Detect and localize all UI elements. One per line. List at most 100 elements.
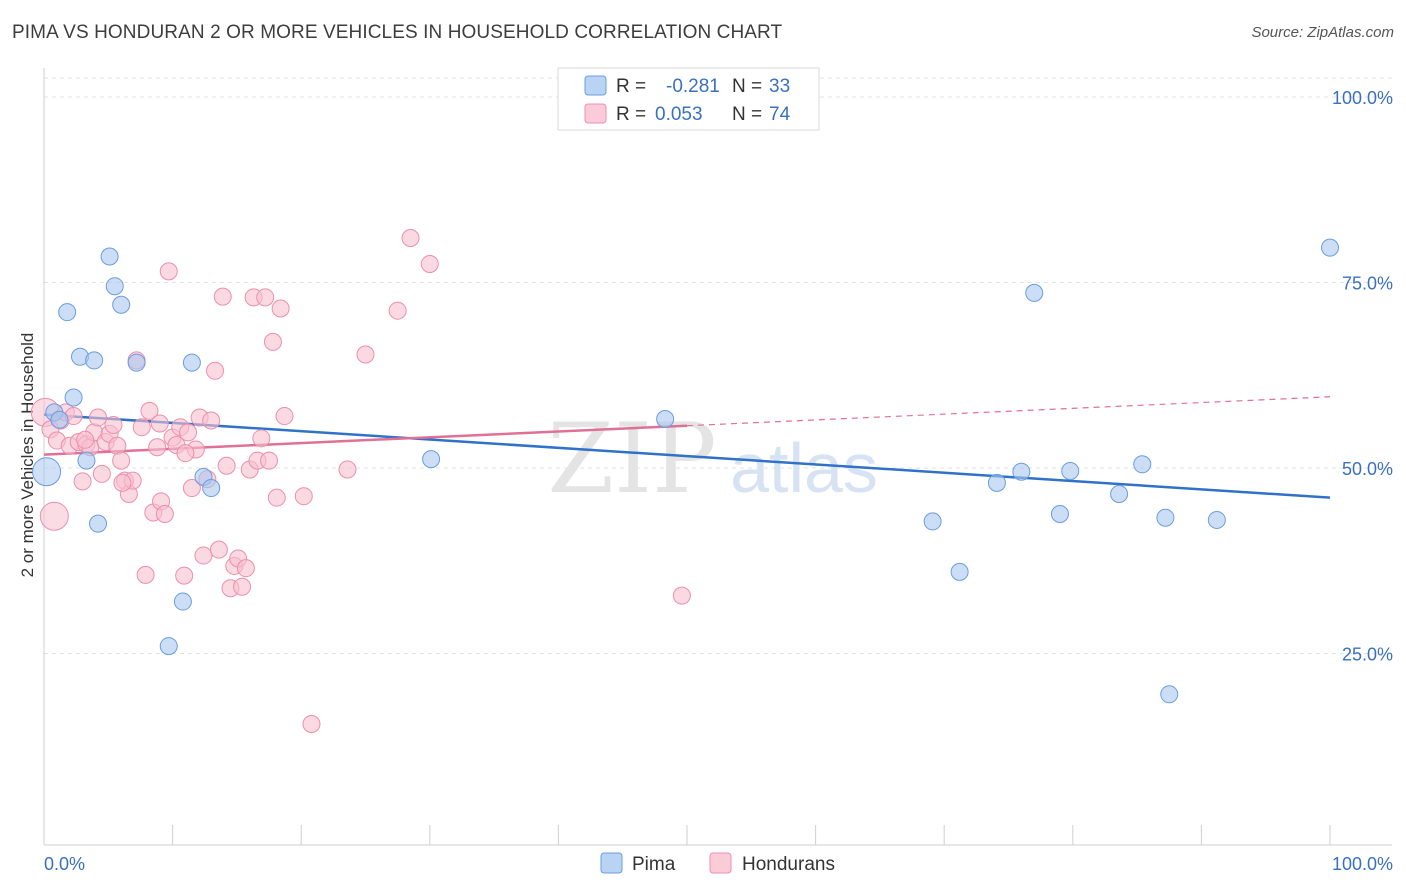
y-tick-label: 50.0%: [1342, 459, 1393, 479]
hondurans-point: [420, 254, 439, 273]
legend-bottom-hond-label: Hondurans: [742, 854, 835, 875]
legend-pima-swatch: [584, 75, 607, 96]
legend-bottom: Pima Hondurans: [600, 852, 835, 875]
x-tick-label-min: 0.0%: [44, 854, 85, 874]
pima-point: [1061, 461, 1080, 480]
hondurans-point: [672, 586, 691, 605]
legend-pima-n-value: 33: [769, 76, 790, 97]
hondurans-point: [39, 501, 69, 531]
legend-pima-r-value: -0.281: [666, 76, 720, 97]
hondurans-point: [209, 540, 228, 559]
pima-point: [1156, 508, 1175, 527]
hondurans-point: [260, 451, 279, 470]
hondurans-point: [213, 287, 232, 306]
pima-point: [89, 514, 108, 533]
pima-point: [1321, 238, 1339, 257]
hondurans-point: [89, 408, 108, 427]
pima-point: [77, 451, 96, 470]
pima-point: [987, 473, 1006, 492]
hondurans-point: [113, 473, 132, 492]
hondurans-point: [159, 262, 178, 281]
pima-trend-line: [43, 413, 1331, 499]
pima-point: [923, 512, 942, 531]
chart-title: PIMA VS HONDURAN 2 OR MORE VEHICLES IN H…: [12, 22, 783, 43]
legend-hond-swatch: [584, 103, 607, 124]
hondurans-point: [206, 361, 225, 380]
hondurans-point: [179, 423, 198, 442]
pima-point: [127, 353, 146, 372]
hondurans-point: [176, 444, 195, 463]
hondurans-point: [256, 288, 275, 307]
hondurans-point: [401, 228, 420, 247]
hondurans-point: [182, 479, 201, 498]
pima-point: [656, 410, 675, 429]
hondurans-point: [275, 407, 294, 426]
hondurans-point: [271, 299, 290, 318]
source-credit: Source: ZipAtlas.com: [1251, 24, 1394, 41]
tick-labels: 25.0% 50.0% 75.0% 100.0% 0.0% 100.0%: [44, 88, 1393, 874]
hondurans-point: [338, 460, 357, 479]
hondurans-point: [175, 566, 194, 585]
legend-hond-n-label: N =: [732, 104, 762, 125]
legend-pima-r-label: R =: [616, 76, 646, 97]
x-tick-label-max: 100.0%: [1332, 854, 1393, 874]
pima-point: [202, 479, 221, 498]
hondurans-point: [76, 430, 95, 449]
hondurans-point: [263, 332, 282, 351]
pima-point: [1012, 462, 1031, 481]
pima-point: [58, 303, 77, 322]
pima-point: [173, 592, 192, 611]
hondurans-point: [236, 559, 255, 578]
hondurans-trend-extension: [686, 396, 1331, 427]
legend-bottom-pima-label: Pima: [632, 854, 676, 875]
hondurans-point: [356, 345, 375, 364]
pima-point: [100, 247, 119, 266]
hondurans-point: [217, 456, 236, 475]
y-tick-label: 75.0%: [1342, 274, 1393, 294]
hondurans-point: [140, 401, 159, 420]
hondurans-point: [148, 438, 167, 457]
hondurans-point: [108, 436, 127, 455]
pima-point: [1050, 505, 1069, 524]
legend-bottom-hond-swatch: [709, 852, 732, 874]
axes: [43, 68, 1392, 846]
legend-hond-r-label: R =: [616, 104, 646, 125]
pima-point: [32, 457, 62, 487]
y-tick-label: 25.0%: [1342, 645, 1393, 665]
watermark-zip: ZIP: [547, 403, 716, 515]
legend-top: R = -0.281 N = 33 R = 0.053 N = 74: [557, 67, 820, 131]
pima-point: [182, 353, 201, 372]
legend-hond-n-value: 74: [769, 104, 791, 125]
hondurans-point: [92, 464, 111, 483]
pima-point: [1110, 484, 1129, 503]
hondurans-point: [302, 714, 321, 733]
hondurans-point: [150, 414, 169, 433]
hondurans-point: [294, 487, 313, 506]
hondurans-point: [202, 411, 221, 430]
y-tick-label: 100.0%: [1332, 88, 1393, 108]
pima-point: [422, 450, 441, 469]
pima-points: [32, 238, 1339, 704]
legend-bottom-pima-swatch: [600, 852, 623, 874]
legend-pima-n-label: N =: [732, 76, 762, 97]
hondurans-point: [112, 451, 131, 470]
pima-point: [50, 410, 69, 429]
pima-point: [64, 388, 83, 407]
hondurans-point: [388, 301, 407, 320]
hondurans-point: [194, 546, 213, 565]
hondurans-point: [73, 472, 92, 491]
hondurans-point: [267, 488, 286, 507]
pima-point: [1207, 510, 1226, 529]
pima-point: [159, 637, 178, 656]
pima-point: [105, 277, 124, 296]
pima-point: [1025, 283, 1044, 302]
legend-hond-r-value: 0.053: [655, 104, 703, 125]
hondurans-point: [252, 429, 271, 448]
pima-point: [1133, 455, 1152, 474]
hondurans-point: [233, 577, 252, 596]
pima-point: [950, 562, 969, 581]
hondurans-point: [132, 418, 151, 437]
hondurans-points: [30, 228, 691, 733]
hondurans-point: [155, 505, 174, 524]
